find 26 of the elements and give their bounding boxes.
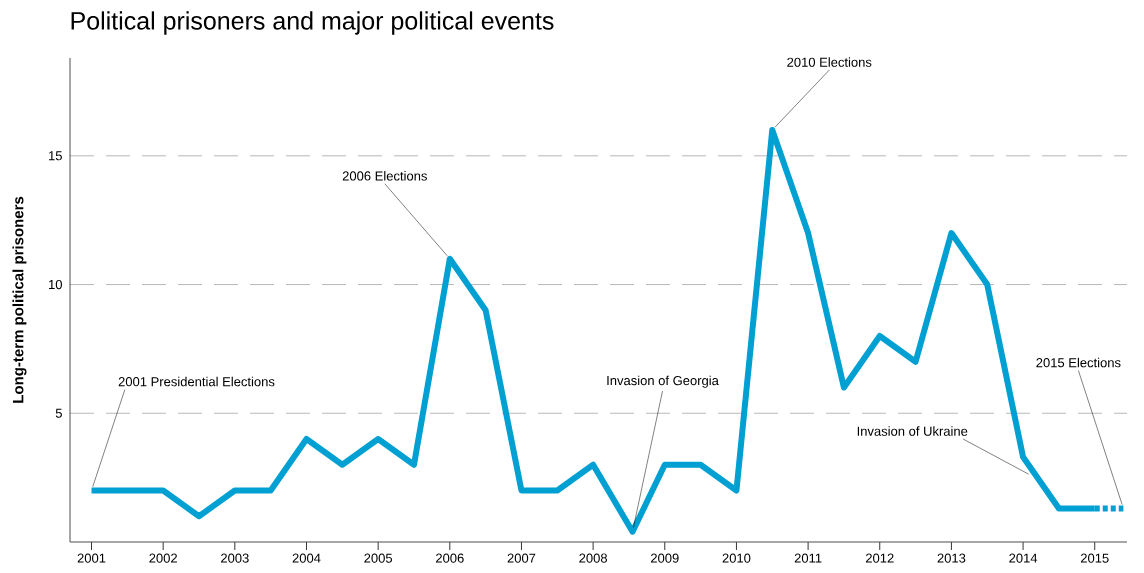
- annotation: 2015 Elections: [1036, 357, 1121, 368]
- x-tick-label: 2006: [436, 553, 464, 563]
- x-tick-label: 2004: [292, 553, 321, 563]
- x-tick-label: 2013: [937, 553, 966, 563]
- y-tick-label: 15: [49, 151, 62, 161]
- x-tick-label: 2010: [722, 553, 751, 563]
- annotation: Invasion of Georgia: [607, 375, 719, 388]
- y-tick-label: 10: [49, 279, 62, 290]
- annotation: Invasion of Ukraine: [857, 426, 968, 436]
- x-tick-label: 2015: [1080, 553, 1109, 563]
- annotation: 2010 Elections: [787, 57, 872, 67]
- x-tick-label: 2009: [650, 553, 679, 563]
- x-tick-label: 2001: [77, 553, 106, 563]
- x-tick-label: 2003: [221, 553, 249, 563]
- x-tick-label: 2012: [865, 553, 894, 563]
- annotation: 2001 Presidential Elections: [118, 376, 275, 387]
- x-tick-label: 2002: [149, 553, 177, 563]
- y-axis-title: Long-term political prisoners: [12, 196, 27, 403]
- y-tick-label: 5: [55, 408, 62, 418]
- x-tick-label: 2007: [507, 553, 536, 563]
- x-tick-label: 2008: [579, 553, 608, 563]
- x-tick-label: 2005: [364, 553, 393, 563]
- annotation: 2006 Elections: [342, 171, 427, 181]
- x-tick-label: 2014: [1009, 553, 1038, 563]
- chart-title: Political prisoners and major political events: [71, 11, 554, 35]
- x-tick-label: 2011: [794, 553, 822, 563]
